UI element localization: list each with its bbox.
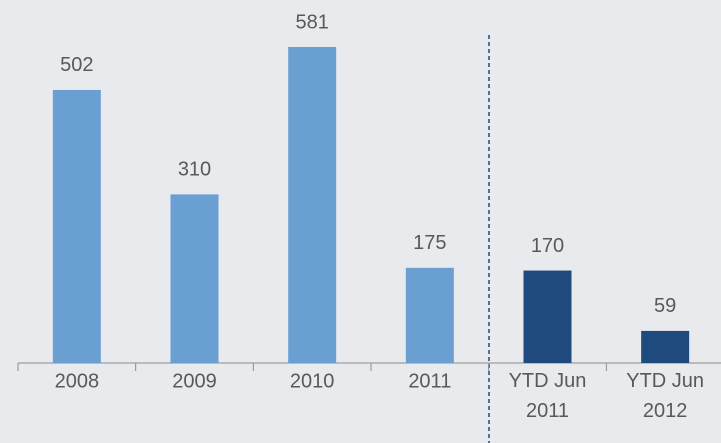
bar bbox=[641, 330, 690, 363]
bar bbox=[523, 270, 572, 363]
data-label: 502 bbox=[60, 54, 93, 76]
data-label: 175 bbox=[413, 232, 446, 254]
bar bbox=[288, 47, 337, 363]
bar bbox=[405, 267, 454, 363]
data-label: 310 bbox=[178, 159, 211, 181]
bar bbox=[52, 89, 101, 364]
x-tick-label: 2011 bbox=[408, 370, 451, 392]
label-line: YTD Jun bbox=[509, 370, 587, 392]
x-tick-label: YTD Jun 2011 bbox=[509, 370, 587, 422]
x-tick-label: 2010 bbox=[290, 370, 335, 392]
x-tick-label: 2009 bbox=[172, 370, 217, 392]
data-label: 59 bbox=[654, 295, 676, 317]
label-line: YTD Jun bbox=[626, 370, 704, 392]
x-tick-label: 2008 bbox=[55, 370, 100, 392]
label-line: 2011 bbox=[526, 400, 569, 422]
label-line: 2012 bbox=[643, 400, 688, 422]
x-tick-label: YTD Jun 2012 bbox=[626, 370, 704, 422]
data-label: 170 bbox=[531, 235, 564, 257]
data-label: 581 bbox=[295, 11, 328, 33]
bar bbox=[170, 194, 219, 363]
